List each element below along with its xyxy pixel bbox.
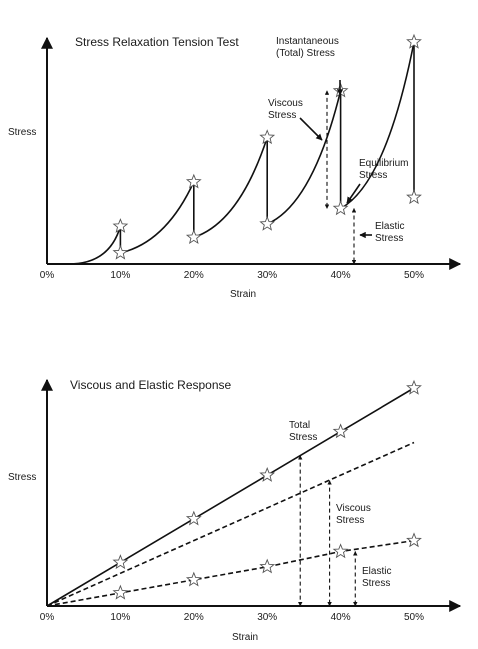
x-tick-label: 40% [331,612,351,623]
instantaneous-stress-label: Instantaneous (Total) Stress [276,36,339,59]
data-point-star [112,554,129,570]
loading-curve [120,181,195,254]
series-line-1 [46,387,415,607]
x-tick-label: 50% [404,612,424,623]
viscous-stress-label: Viscous Stress [336,503,371,526]
loading-curve [193,137,268,239]
y-axis-label: Stress [8,127,36,138]
x-tick-label: 0% [40,270,55,281]
x-tick-labels: 0% 10% 20% 30% 40% 50% [40,612,424,623]
data-point-star [112,218,129,233]
x-tick-label: 50% [404,270,424,281]
data-point-star [332,543,349,559]
data-point-star [406,189,422,205]
x-tick-label: 0% [40,612,55,623]
chart-viscous-elastic: Viscous and Elastic Response Stress Stra… [8,378,462,643]
data-point-star [112,244,129,260]
x-tick-label: 30% [257,270,277,281]
annotations: Total Stress Viscous Stress Elastic Stress [289,420,391,607]
x-tick-label: 10% [110,270,130,281]
series-line-3 [46,539,415,607]
loading-curve [266,90,342,225]
data-point-star [112,584,129,600]
equilibrium-stress-label: Equilibrium Stress [359,158,408,181]
chart-title: Stress Relaxation Tension Test [75,35,239,49]
data-point-star [185,571,202,587]
chart-marks [46,379,422,607]
series-line-2 [46,441,415,607]
total-stress-label: Total Stress [289,420,317,443]
annotations: Instantaneous (Total) Stress Viscous Stress… [268,36,408,265]
data-point-star [185,229,202,244]
x-tick-label: 10% [110,612,130,623]
x-tick-label: 20% [184,612,204,623]
x-tick-labels: 0% 10% 20% 30% 40% 50% [40,270,424,281]
data-point-star [185,510,202,526]
y-axis-label: Stress [8,472,36,483]
viscous-stress-label: Viscous Stress [268,98,303,121]
x-tick-label: 20% [184,270,204,281]
equilibrium-stress-arrow [346,183,361,204]
x-axis-label: Strain [230,289,256,300]
elastic-stress-label: Elastic Stress [375,221,404,244]
x-tick-label: 40% [331,270,351,281]
x-tick-label: 30% [257,612,277,623]
data-point-star [259,558,276,574]
viscous-stress-arrow [299,117,323,141]
data-point-star [406,379,422,395]
data-point-star [406,33,422,49]
data-point-star [332,423,349,439]
data-point-star [259,215,276,231]
chart-stress-relaxation: Stress Relaxation Tension Test Stress St… [8,33,462,300]
x-axis-label: Strain [232,632,258,643]
data-point-star [185,173,202,189]
data-point-star [332,200,349,216]
loading-curve [47,226,122,265]
loading-curve [340,41,415,210]
data-point-star [259,129,276,145]
data-point-star [259,466,276,482]
chart-marks [47,33,422,265]
chart-title: Viscous and Elastic Response [70,378,232,392]
data-point-star [406,532,422,548]
elastic-stress-label: Elastic Stress [362,566,391,589]
